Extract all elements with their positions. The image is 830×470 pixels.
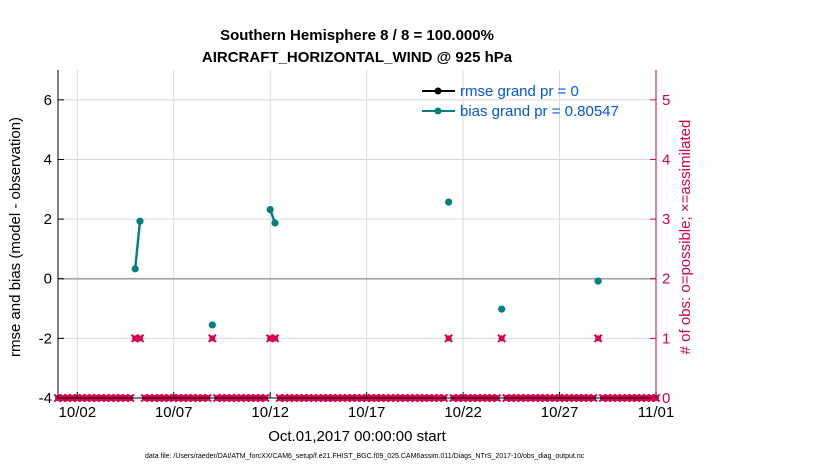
bias-line-segment xyxy=(133,221,142,270)
series-layer xyxy=(53,198,661,403)
x-tick-label: 10/02 xyxy=(59,404,97,421)
y-axis-label: rmse and bias (model - observation) xyxy=(7,117,24,357)
count-marker-dot xyxy=(272,335,279,342)
y-tick-label: 0 xyxy=(44,271,52,288)
count-marker-dot xyxy=(445,335,452,342)
y-right-tick-label: 3 xyxy=(662,211,670,228)
obs-count-marker xyxy=(444,334,453,343)
y-tick-label: 4 xyxy=(44,151,52,168)
x-tick-label: 10/22 xyxy=(444,404,482,421)
grid-layer xyxy=(58,70,657,399)
bias-point xyxy=(136,217,144,225)
y-tick-label: -2 xyxy=(39,330,52,347)
x-tick-label: 10/12 xyxy=(251,404,289,421)
bias-point xyxy=(266,205,274,214)
y-right-tick-label: 0 xyxy=(662,390,670,407)
obs-count-marker xyxy=(208,334,217,343)
x-tick-label: 11/01 xyxy=(638,404,674,421)
count-marker-dot xyxy=(132,335,139,342)
y-tick-label: 2 xyxy=(44,211,52,228)
count-marker-dot xyxy=(267,335,274,342)
obs-count-marker xyxy=(270,334,280,343)
y-right-tick-label: 1 xyxy=(662,330,670,347)
y-axis-right-label: # of obs: o=possible; ×=assimilated xyxy=(677,120,694,355)
chart-subtitle: AIRCRAFT_HORIZONTAL_WIND @ 925 hPa xyxy=(202,49,513,66)
axis-layer: 10/02 10/07 10/12 10/17 10/22 10/27 11/01 -4 -2 0… xyxy=(39,70,674,421)
legend-bias-label: bias grand pr = 0.80547 xyxy=(460,103,619,120)
count-marker-dot xyxy=(595,335,602,342)
y-right-tick-label: 4 xyxy=(662,151,670,168)
count-marker-dot xyxy=(209,335,216,342)
chart-title: Southern Hemisphere 8 / 8 = 100.000% xyxy=(220,27,494,44)
legend-rmse-label: rmse grand pr = 0 xyxy=(460,83,579,100)
obs-count-marker xyxy=(135,334,145,343)
bias-point xyxy=(271,219,279,227)
legend-rmse-marker xyxy=(434,87,442,95)
bias-point xyxy=(498,305,506,313)
y-tick-label: 6 xyxy=(44,92,52,109)
legend-bias-marker xyxy=(434,107,442,115)
x-tick-label: 10/07 xyxy=(155,404,193,421)
data-file-caption: data file: /Users/raeder/DAI/ATM_forcXX/… xyxy=(145,453,585,460)
bias-point xyxy=(131,265,139,273)
obs-count-marker xyxy=(593,334,603,343)
x-tick-label: 10/27 xyxy=(541,404,579,421)
y-right-tick-label: 2 xyxy=(662,271,670,288)
count-marker-dot xyxy=(136,335,143,342)
bias-point xyxy=(594,277,602,285)
x-tick-label: 10/17 xyxy=(348,404,386,421)
legend: rmse grand pr = 0 bias grand pr = 0.8054… xyxy=(422,83,619,120)
y-tick-label: -4 xyxy=(39,390,52,407)
count-marker-dot xyxy=(498,335,505,342)
y-right-tick-label: 5 xyxy=(662,92,670,109)
bias-point xyxy=(445,198,453,206)
bias-point xyxy=(208,321,216,329)
x-axis-label: Oct.01,2017 00:00:00 start xyxy=(268,428,446,445)
obs-count-marker xyxy=(497,334,506,343)
